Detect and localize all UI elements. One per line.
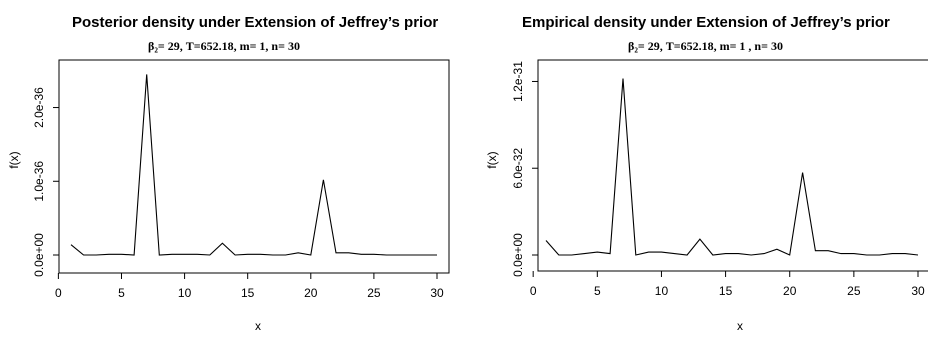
- x-tick-label: 0: [55, 286, 62, 300]
- x-tick-label: 20: [304, 286, 318, 300]
- x-tick-label: 15: [241, 286, 255, 300]
- plot-frame: [58, 59, 450, 274]
- y-tick-label: 0.0e+00: [32, 233, 46, 277]
- x-tick-label: 5: [118, 286, 125, 300]
- series-line: [545, 78, 919, 256]
- x-axis: 0 5 10 15 20 25 30: [55, 273, 444, 300]
- x-tick-label: 15: [719, 284, 733, 298]
- y-axis: 0.0e+00 1.0e-36 2.0e-36: [32, 87, 59, 277]
- y-axis-title: f(x): [7, 151, 21, 168]
- y-tick-label: 2.0e-36: [32, 87, 46, 128]
- chart-plot-right: 0 5 10 15 20 25 30 0.0e+00 6.0e-32 1.2e-31 x f(x): [485, 59, 928, 333]
- x-tick-label: 20: [783, 284, 797, 298]
- x-tick-label: 10: [655, 284, 669, 298]
- x-tick-label: 0: [530, 284, 537, 298]
- series-line: [70, 74, 437, 256]
- chart-subtitle-left: β₂= 29, T=652.18, m= 1, n= 30: [148, 39, 300, 53]
- x-tick-label: 25: [847, 284, 861, 298]
- chart-panel-right: Empirical density under Extension of Jef…: [478, 0, 928, 341]
- chart-panel-left: Posterior density under Extension of Jef…: [0, 0, 462, 341]
- y-tick-label: 0.0e+00: [511, 233, 525, 277]
- y-tick-label: 1.2e-31: [511, 61, 525, 102]
- y-tick-label: 1.0e-36: [32, 161, 46, 202]
- x-tick-label: 10: [178, 286, 192, 300]
- x-axis-title: x: [255, 319, 261, 333]
- chart-title-right: Empirical density under Extension of Jef…: [522, 14, 890, 31]
- x-tick-label: 25: [367, 286, 381, 300]
- chart-title-left: Posterior density under Extension of Jef…: [72, 14, 439, 31]
- x-axis: 0 5 10 15 20 25 30: [530, 271, 925, 298]
- y-axis-title: f(x): [485, 151, 499, 168]
- x-tick-label: 5: [594, 284, 601, 298]
- y-axis: 0.0e+00 6.0e-32 1.2e-31: [511, 61, 538, 277]
- x-axis-title: x: [737, 319, 743, 333]
- y-tick-label: 6.0e-32: [511, 148, 525, 189]
- x-tick-label: 30: [911, 284, 925, 298]
- plot-frame: [537, 59, 928, 272]
- x-tick-label: 30: [430, 286, 444, 300]
- chart-subtitle-right: β₂= 29, T=652.18, m= 1 , n= 30: [628, 39, 783, 53]
- chart-plot-left: 0 5 10 15 20 25 30 0.0e+00 1.0e-36 2.0e-36 x f(x): [7, 59, 450, 333]
